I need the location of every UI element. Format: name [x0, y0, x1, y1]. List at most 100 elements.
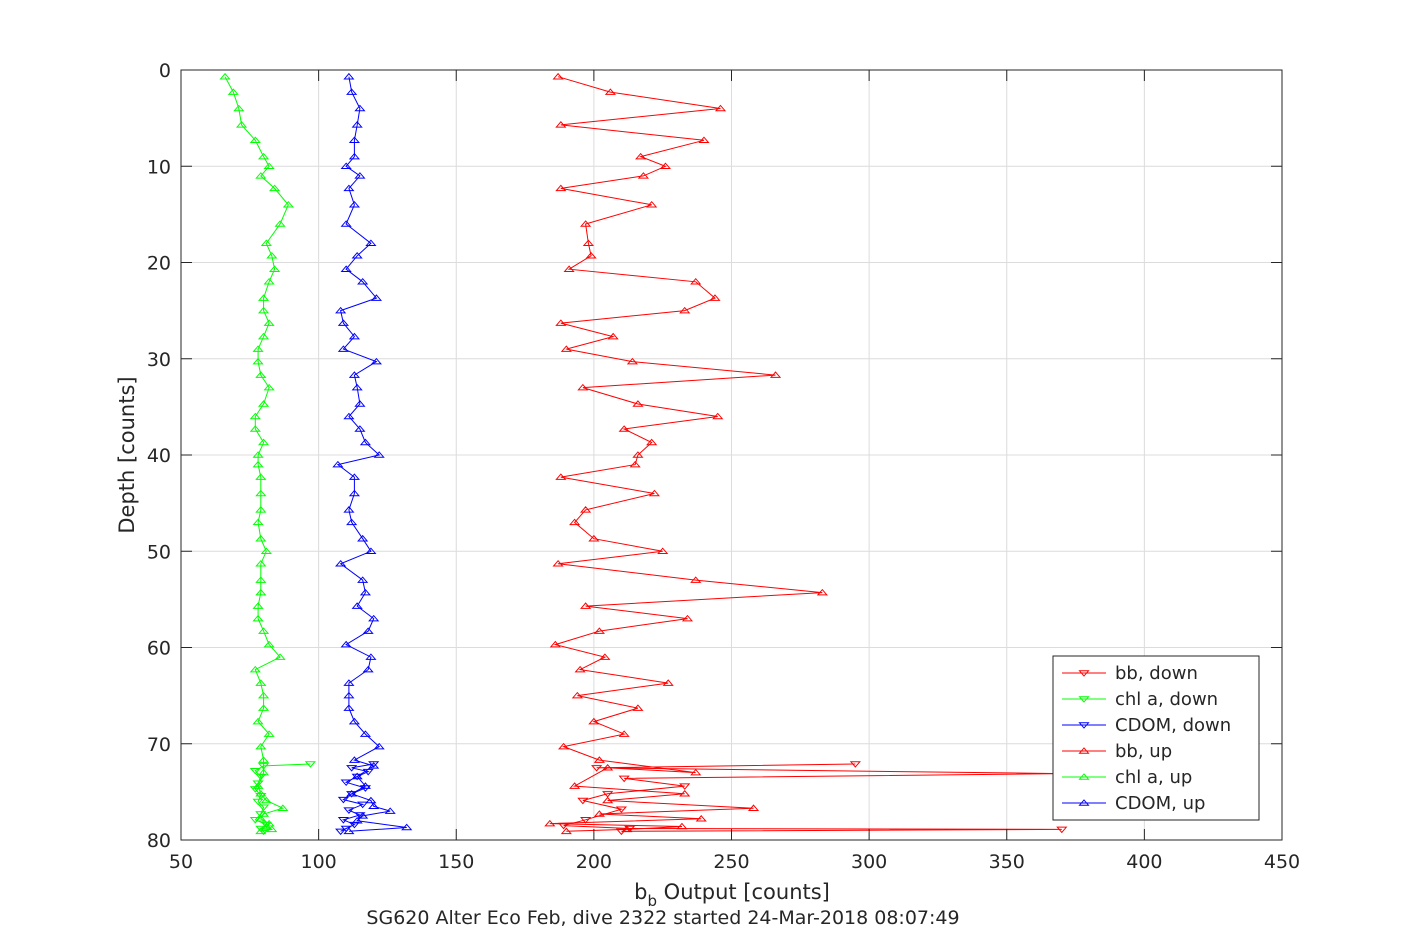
data-point: [257, 756, 270, 763]
y-tick-label: 70: [147, 734, 171, 756]
data-point: [632, 704, 644, 711]
x-tick-label: 50: [169, 851, 193, 873]
data-point: [351, 383, 363, 391]
data-point: [621, 825, 633, 833]
series-bb-up: [544, 72, 828, 835]
data-point: [274, 653, 286, 660]
data-point: [690, 277, 702, 285]
data-point: [357, 801, 369, 809]
data-point: [560, 345, 572, 352]
data-point: [252, 717, 264, 725]
data-point: [580, 506, 592, 513]
data-point: [343, 679, 355, 686]
legend-marker: [1078, 722, 1090, 729]
data-point: [359, 438, 372, 446]
data-point: [219, 72, 231, 80]
data-point: [235, 121, 248, 128]
data-point: [580, 220, 592, 227]
data-point: [357, 277, 369, 285]
legend-item: chl a, up: [1062, 767, 1192, 788]
data-point: [337, 796, 349, 804]
data-point: [709, 294, 721, 301]
data-point: [348, 756, 360, 763]
data-point: [1056, 826, 1068, 834]
data-point: [618, 425, 630, 432]
data-point: [227, 88, 239, 95]
data-point: [604, 88, 616, 95]
data-point: [255, 789, 267, 797]
data-point: [676, 822, 688, 830]
data-point: [348, 473, 360, 480]
data-point: [351, 816, 363, 824]
data-point: [252, 602, 264, 609]
data-point: [354, 400, 366, 407]
legend-label: CDOM, up: [1115, 793, 1205, 814]
data-point: [552, 559, 564, 567]
data-point: [340, 265, 352, 272]
axis-ticks: 50 100 150 200 250 300 350 400 450 0 10 20 30 40 50 60 7…: [147, 60, 1300, 873]
data-point: [255, 473, 267, 480]
data-point: [365, 547, 377, 554]
data-point: [257, 400, 270, 407]
data-point: [346, 88, 358, 95]
data-point: [351, 602, 363, 609]
data-point: [632, 451, 644, 458]
data-point: [346, 765, 358, 772]
data-point: [252, 357, 264, 365]
data-point: [373, 451, 385, 458]
data-point: [607, 332, 619, 340]
data-point: [580, 817, 592, 824]
data-point: [346, 789, 358, 797]
x-tick-label: 200: [576, 851, 612, 873]
data-point: [340, 779, 352, 787]
legend-marker: [1078, 799, 1090, 806]
data-point: [337, 817, 349, 824]
data-point: [602, 796, 614, 804]
data-point: [582, 239, 594, 246]
data-point: [255, 559, 267, 567]
data-point: [343, 807, 355, 814]
data-point: [384, 807, 396, 814]
data-point: [255, 534, 267, 542]
series-line: [336, 76, 407, 832]
data-point: [252, 782, 264, 789]
data-point: [257, 294, 270, 301]
data-point: [368, 802, 380, 810]
data-point: [348, 200, 360, 208]
data-point: [569, 782, 581, 789]
data-point: [257, 691, 270, 699]
y-axis-label: Depth [counts]: [115, 376, 139, 533]
data-point: [249, 412, 261, 420]
x-tick-label: 250: [713, 851, 749, 873]
data-point: [563, 265, 575, 272]
data-point: [365, 239, 377, 246]
data-point: [368, 761, 380, 768]
legend-item: bb, up: [1062, 741, 1172, 762]
x-tick-label: 150: [438, 851, 474, 873]
data-point: [357, 576, 369, 583]
data-point: [618, 730, 630, 737]
data-point: [249, 136, 261, 143]
data-point: [362, 627, 374, 634]
data-point: [266, 825, 278, 833]
data-point: [646, 200, 658, 208]
data-point: [359, 588, 372, 596]
data-point: [558, 742, 570, 750]
data-point: [368, 762, 380, 769]
data-point: [340, 640, 352, 648]
data-point: [249, 665, 261, 673]
data-point: [348, 489, 360, 497]
data-point: [257, 306, 270, 314]
data-point: [252, 460, 264, 468]
x-tick-label: 100: [300, 851, 336, 873]
data-point: [359, 782, 372, 789]
data-point: [401, 823, 413, 831]
data-point: [257, 804, 270, 812]
data-point: [332, 460, 344, 468]
data-point: [255, 742, 267, 750]
series-chl-a-up: [219, 72, 294, 835]
legend-label: CDOM, down: [1115, 715, 1231, 736]
data-point: [348, 821, 360, 829]
data-point: [648, 489, 661, 497]
data-point: [274, 220, 286, 227]
